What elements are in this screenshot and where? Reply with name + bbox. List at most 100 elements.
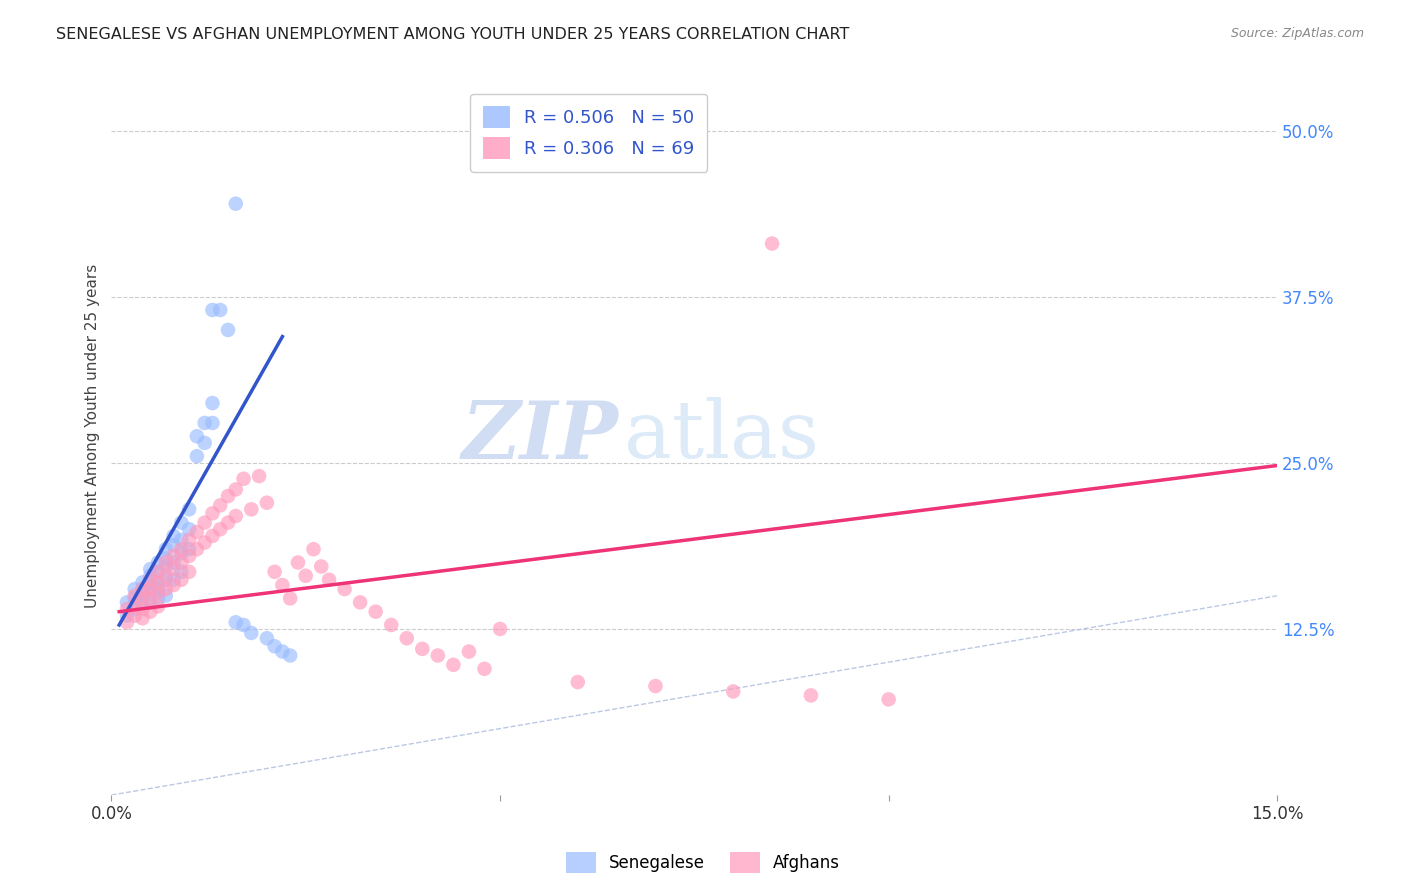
Point: [115, 595, 138, 609]
Point: [209, 499, 232, 513]
Point: [124, 589, 146, 603]
Point: [441, 657, 464, 672]
Point: [263, 639, 285, 653]
Point: [225, 483, 247, 497]
Point: [131, 582, 153, 596]
Point: [139, 582, 162, 596]
Point: [170, 565, 193, 579]
Point: [170, 542, 193, 557]
Point: [364, 605, 387, 619]
Point: [124, 599, 146, 614]
Point: [186, 542, 208, 557]
Point: [124, 602, 146, 616]
Point: [426, 648, 449, 663]
Point: [139, 575, 162, 590]
Point: [458, 644, 481, 658]
Point: [139, 573, 162, 587]
Point: [139, 591, 162, 606]
Point: [201, 529, 224, 543]
Point: [287, 556, 309, 570]
Point: [131, 595, 153, 609]
Point: [170, 556, 193, 570]
Point: [139, 595, 162, 609]
Point: [186, 429, 208, 443]
Point: [309, 559, 332, 574]
Point: [179, 542, 201, 557]
Point: [349, 595, 371, 609]
Text: atlas: atlas: [624, 397, 820, 475]
Point: [155, 542, 177, 557]
Point: [170, 533, 193, 547]
Point: [474, 662, 496, 676]
Point: [179, 565, 201, 579]
Legend: R = 0.506   N = 50, R = 0.306   N = 69: R = 0.506 N = 50, R = 0.306 N = 69: [470, 94, 707, 172]
Point: [131, 582, 153, 596]
Point: [131, 575, 153, 590]
Point: [146, 575, 169, 590]
Point: [800, 689, 823, 703]
Point: [278, 648, 301, 663]
Point: [877, 692, 900, 706]
Point: [395, 632, 418, 646]
Point: [232, 618, 254, 632]
Point: [217, 323, 239, 337]
Point: [155, 556, 177, 570]
Point: [271, 578, 294, 592]
Point: [146, 575, 169, 590]
Point: [131, 589, 153, 603]
Point: [263, 565, 285, 579]
Point: [201, 506, 224, 520]
Point: [333, 582, 356, 596]
Point: [179, 533, 201, 547]
Point: [256, 496, 278, 510]
Point: [162, 573, 184, 587]
Point: [194, 535, 217, 549]
Point: [170, 516, 193, 530]
Point: [162, 578, 184, 592]
Point: [225, 508, 247, 523]
Point: [179, 522, 201, 536]
Point: [131, 602, 153, 616]
Point: [139, 582, 162, 596]
Point: [170, 546, 193, 560]
Point: [146, 556, 169, 570]
Point: [217, 516, 239, 530]
Point: [201, 416, 224, 430]
Point: [186, 449, 208, 463]
Point: [209, 522, 232, 536]
Legend: Senegalese, Afghans: Senegalese, Afghans: [560, 846, 846, 880]
Point: [131, 611, 153, 625]
Point: [489, 622, 512, 636]
Point: [146, 565, 169, 579]
Point: [194, 436, 217, 450]
Point: [247, 469, 270, 483]
Point: [721, 684, 744, 698]
Point: [115, 608, 138, 623]
Point: [302, 542, 325, 557]
Point: [155, 569, 177, 583]
Point: [209, 303, 232, 318]
Y-axis label: Unemployment Among Youth under 25 years: Unemployment Among Youth under 25 years: [86, 264, 100, 608]
Point: [124, 582, 146, 596]
Point: [225, 615, 247, 630]
Point: [155, 589, 177, 603]
Point: [139, 562, 162, 576]
Point: [162, 549, 184, 563]
Point: [201, 303, 224, 318]
Point: [186, 524, 208, 539]
Point: [170, 573, 193, 587]
Point: [146, 582, 169, 596]
Point: [146, 586, 169, 600]
Point: [644, 679, 666, 693]
Point: [124, 608, 146, 623]
Point: [271, 644, 294, 658]
Point: [155, 573, 177, 587]
Point: [318, 573, 340, 587]
Point: [179, 549, 201, 563]
Point: [155, 559, 177, 574]
Point: [380, 618, 402, 632]
Point: [225, 196, 247, 211]
Point: [162, 538, 184, 552]
Point: [567, 675, 589, 690]
Point: [146, 565, 169, 579]
